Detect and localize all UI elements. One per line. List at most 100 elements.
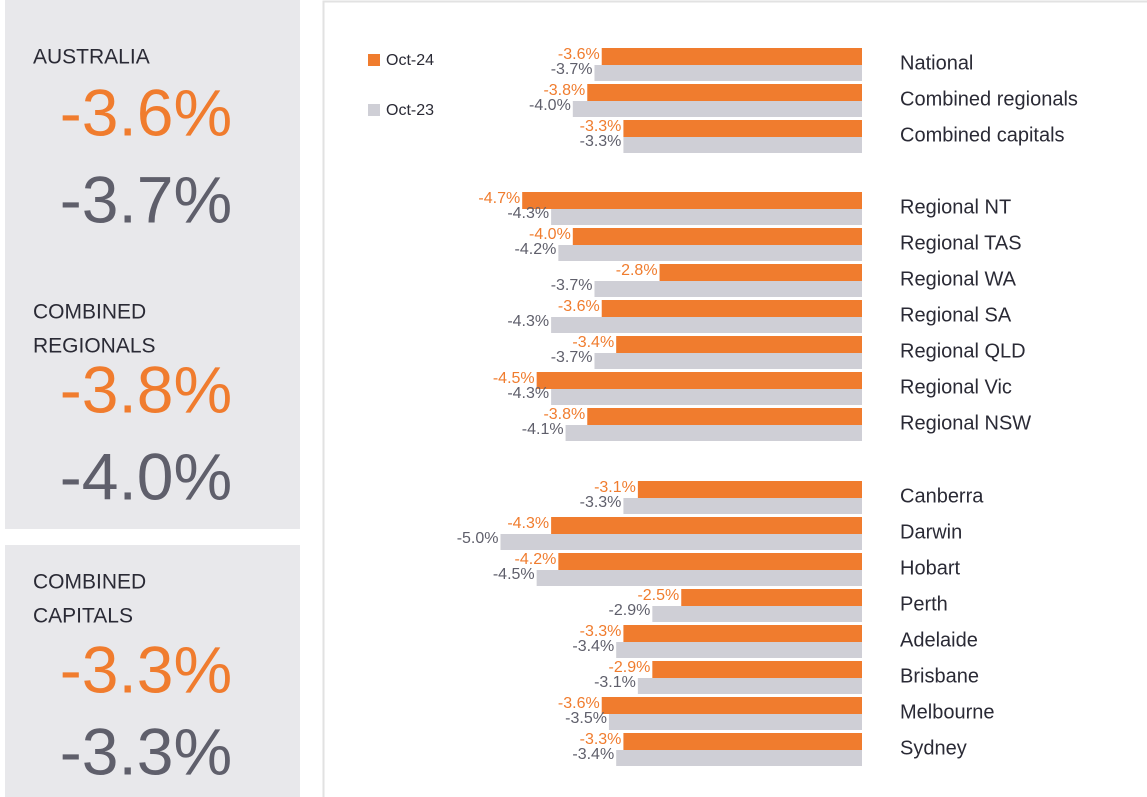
category-label: Brisbane	[900, 665, 979, 687]
category-label: Regional QLD	[900, 340, 1026, 362]
bar	[572, 228, 862, 245]
bar	[608, 714, 862, 730]
panel-previous: -3.7%	[60, 162, 232, 236]
category-label: Regional NT	[900, 196, 1011, 218]
bar	[623, 733, 862, 750]
bar	[652, 661, 862, 678]
bar	[536, 372, 862, 389]
panel-bg	[5, 247, 300, 529]
value-label: -4.7%	[478, 190, 520, 207]
chart: AUSTRALIA-3.6%-3.7%COMBINEDREGIONALS-3.8…	[33, 46, 1078, 789]
category-label: Adelaide	[900, 629, 978, 651]
value-label: -3.4%	[572, 746, 614, 763]
panel-current: -3.6%	[60, 75, 232, 149]
category-label: Hobart	[900, 557, 960, 579]
legend-label: Oct-24	[386, 52, 434, 69]
category-label: Regional TAS	[900, 232, 1022, 254]
value-label: -3.4%	[572, 334, 614, 351]
panel-previous: -4.0%	[60, 439, 232, 513]
value-label: -3.3%	[580, 494, 622, 511]
value-label: -4.2%	[515, 241, 557, 258]
value-label: -4.0%	[529, 97, 571, 114]
bar	[637, 481, 862, 498]
bar	[601, 300, 862, 317]
value-label: -3.7%	[551, 277, 593, 294]
category-label: Regional WA	[900, 268, 1017, 290]
bar	[623, 498, 862, 514]
value-label: -3.6%	[558, 298, 600, 315]
category-label: Perth	[900, 593, 948, 615]
bar	[594, 353, 862, 369]
panel-title: REGIONALS	[33, 335, 156, 358]
value-label: -3.1%	[594, 674, 636, 691]
bar	[558, 245, 862, 261]
legend-swatch	[368, 104, 380, 116]
value-label: -4.3%	[507, 385, 549, 402]
value-label: -4.5%	[493, 566, 535, 583]
bar	[522, 192, 862, 209]
value-label: -2.9%	[609, 602, 651, 619]
value-label: -2.9%	[609, 659, 651, 676]
bar	[616, 750, 862, 766]
category-label: Canberra	[900, 485, 984, 507]
panel-title: AUSTRALIA	[33, 46, 150, 69]
bar	[601, 48, 862, 65]
value-label: -3.3%	[580, 623, 622, 640]
bar	[637, 678, 862, 694]
value-label: -3.8%	[543, 82, 585, 99]
bar	[623, 625, 862, 642]
bar	[587, 408, 862, 425]
value-label: -2.5%	[637, 587, 679, 604]
value-label: -3.3%	[580, 118, 622, 135]
panel-title: CAPITALS	[33, 605, 133, 628]
panel-bg	[5, 545, 300, 797]
value-label: -3.3%	[580, 133, 622, 150]
legend-label: Oct-23	[386, 102, 434, 119]
category-label: Regional Vic	[900, 376, 1012, 398]
bar	[500, 534, 862, 550]
bar	[551, 389, 862, 405]
category-label: Combined regionals	[900, 88, 1078, 110]
value-label: -3.6%	[558, 46, 600, 63]
bar	[572, 101, 862, 117]
bar	[616, 642, 862, 658]
value-label: -4.1%	[522, 421, 564, 438]
bar	[565, 425, 862, 441]
bar	[623, 137, 862, 153]
category-label: National	[900, 52, 973, 74]
category-label: Melbourne	[900, 701, 995, 723]
bar	[551, 517, 862, 534]
bar	[551, 317, 862, 333]
value-label: -3.4%	[572, 638, 614, 655]
panel-title: COMBINED	[33, 571, 146, 594]
bar	[616, 336, 862, 353]
bar	[551, 209, 862, 225]
bar	[601, 697, 862, 714]
category-label: Combined capitals	[900, 124, 1065, 146]
bar	[594, 281, 862, 297]
category-label: Regional SA	[900, 304, 1012, 326]
value-label: -3.5%	[565, 710, 607, 727]
bar	[659, 264, 862, 281]
bar	[652, 606, 862, 622]
bar	[594, 65, 862, 81]
chart-border	[322, 0, 1147, 797]
panel-title: COMBINED	[33, 301, 146, 324]
value-label: -4.5%	[493, 370, 535, 387]
bar	[558, 553, 862, 570]
bar	[587, 84, 862, 101]
value-label: -3.6%	[558, 695, 600, 712]
category-label: Regional NSW	[900, 412, 1031, 434]
value-label: -3.1%	[594, 479, 636, 496]
value-label: -3.8%	[543, 406, 585, 423]
legend-swatch	[368, 54, 380, 66]
category-label: Darwin	[900, 521, 962, 543]
panel-bg	[5, 0, 300, 258]
value-label: -3.3%	[580, 731, 622, 748]
bar	[623, 120, 862, 137]
value-label: -2.8%	[616, 262, 658, 279]
panel-current: -3.8%	[60, 352, 232, 426]
panel-previous: -3.3%	[60, 714, 232, 788]
value-label: -5.0%	[457, 530, 499, 547]
